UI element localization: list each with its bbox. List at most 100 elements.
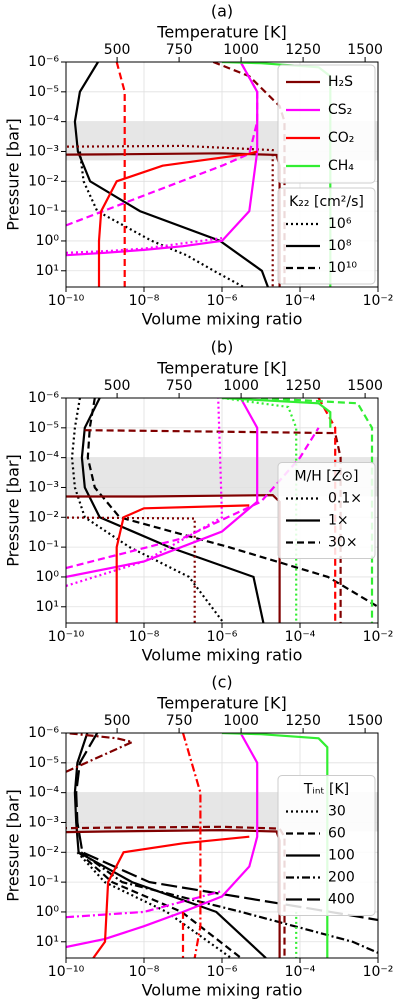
- y-tick-label: 10⁻⁵: [28, 84, 59, 100]
- curve: [181, 733, 202, 958]
- curve: [66, 144, 274, 287]
- y-tick-label: 10⁻⁵: [28, 420, 59, 436]
- y-tick-label: 10¹: [36, 599, 59, 615]
- curve: [86, 398, 378, 608]
- curve: [66, 828, 281, 958]
- x-tick-label: 10⁻¹⁰: [48, 964, 85, 980]
- curve: [66, 398, 259, 578]
- y-tick-label: 10⁻²: [28, 844, 59, 860]
- legend-label: 100: [328, 848, 355, 864]
- y-tick-label: 10⁻¹: [28, 539, 59, 555]
- y-tick-label: 10⁰: [36, 569, 60, 585]
- x-tick-label: 10⁻²: [363, 293, 394, 309]
- y-tick-label: 10¹: [36, 263, 59, 279]
- x2-tick-label: 500: [104, 713, 131, 729]
- panel: (b) Temperature [K] Volume mixing ratio Pre…: [4, 338, 394, 665]
- curve: [77, 851, 242, 958]
- x-tick-label: 10⁻⁸: [129, 964, 160, 980]
- y-tick-label: 10⁻³: [28, 143, 59, 159]
- y-tick-label: 10⁻⁶: [28, 725, 59, 741]
- legend-label: 10⁶: [328, 216, 352, 232]
- y-tick-label: 10¹: [36, 934, 59, 950]
- x-tick-label: 10⁻⁴: [285, 964, 316, 980]
- y-tick-label: 10⁻⁴: [28, 785, 59, 801]
- x-tick-label: 10⁻⁶: [207, 629, 238, 645]
- curve: [66, 516, 196, 623]
- x2-tick-label: 500: [104, 378, 131, 394]
- x-tick-label: 10⁻⁶: [207, 293, 238, 309]
- legend-box: [277, 64, 376, 184]
- x-tick-label: 10⁻⁴: [285, 629, 316, 645]
- legend-label: 10¹⁰: [328, 260, 357, 276]
- x2-tick-label: 1500: [347, 713, 383, 729]
- x2-tick-label: 1500: [347, 42, 383, 58]
- legend-title: K₂₂ [cm²/s]: [289, 194, 364, 210]
- y-axis-label: Pressure [bar]: [4, 454, 23, 566]
- curve: [212, 62, 286, 287]
- legend-label: CO₂: [328, 130, 354, 146]
- x2-tick-label: 1500: [347, 378, 383, 394]
- curve: [221, 398, 332, 428]
- y-tick-label: 10⁻⁶: [28, 54, 59, 70]
- legend-label: 30: [328, 804, 346, 820]
- curve: [80, 398, 265, 623]
- curve: [115, 504, 250, 623]
- curve: [66, 427, 320, 570]
- plot-frame: [65, 732, 379, 959]
- panel-title: (a): [211, 2, 233, 21]
- y-axis-label: Pressure [bar]: [4, 789, 23, 901]
- legend-label: 200: [328, 870, 355, 886]
- x2-tick-label: 1250: [285, 378, 321, 394]
- y-tick-label: 10⁻¹: [28, 874, 59, 890]
- x2-tick-label: 750: [166, 713, 193, 729]
- x2-tick-label: 1000: [223, 378, 259, 394]
- y-tick-label: 10⁻⁶: [28, 390, 59, 406]
- legend-label: 0.1×: [328, 491, 362, 507]
- x-axis-label: Volume mixing ratio: [142, 310, 303, 329]
- x-tick-label: 10⁻²: [363, 629, 394, 645]
- x-axis-label: Volume mixing ratio: [142, 646, 303, 665]
- curve: [66, 825, 286, 958]
- curve: [97, 150, 258, 287]
- x2-tick-label: 500: [104, 42, 131, 58]
- curve: [115, 62, 126, 287]
- legend-label: 400: [328, 892, 355, 908]
- x-tick-label: 10⁻¹⁰: [48, 629, 85, 645]
- x2-axis-label: Temperature [K]: [156, 23, 286, 42]
- x-tick-label: 10⁻⁸: [129, 629, 160, 645]
- x2-axis-label: Temperature [K]: [156, 694, 286, 713]
- x2-tick-label: 1000: [223, 42, 259, 58]
- legend-label: 10⁸: [328, 238, 352, 254]
- x2-tick-label: 1250: [285, 42, 321, 58]
- legend-label: 30×: [328, 535, 358, 551]
- y-tick-label: 10⁻²: [28, 173, 59, 189]
- curve: [66, 398, 224, 587]
- curve: [66, 733, 136, 773]
- curve: [92, 835, 250, 958]
- x2-tick-label: 1250: [285, 713, 321, 729]
- y-tick-label: 10⁻⁵: [28, 755, 59, 771]
- legend-box: [277, 462, 376, 559]
- y-tick-label: 10⁻⁴: [28, 114, 59, 130]
- y-tick-label: 10⁰: [36, 233, 60, 249]
- plot-frame: [65, 61, 379, 288]
- legend-title: Tᵢₙₜ [K]: [303, 782, 349, 798]
- curve: [66, 890, 223, 919]
- x-tick-label: 10⁻²: [363, 964, 394, 980]
- legend-label: 1×: [328, 513, 349, 529]
- legend-label: CH₄: [328, 158, 354, 174]
- y-tick-label: 10⁻²: [28, 509, 59, 525]
- curve: [66, 237, 223, 254]
- curve: [73, 62, 269, 287]
- legend-label: H₂S: [328, 74, 353, 90]
- legend-label: CS₂: [328, 102, 352, 118]
- x-axis-label: Volume mixing ratio: [142, 981, 303, 1000]
- x2-tick-label: 750: [166, 42, 193, 58]
- x2-axis-label: Temperature [K]: [156, 359, 286, 378]
- curve: [80, 851, 378, 955]
- x-tick-label: 10⁻⁶: [207, 964, 238, 980]
- x2-tick-label: 750: [166, 378, 193, 394]
- curve: [70, 398, 225, 623]
- x2-tick-label: 1000: [223, 713, 259, 729]
